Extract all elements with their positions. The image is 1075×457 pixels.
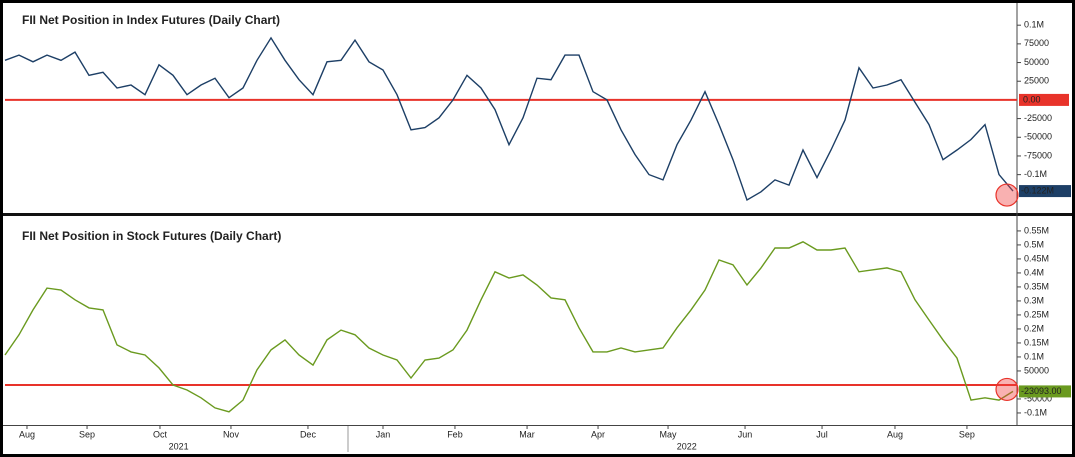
y-tick-label: -50000 xyxy=(1024,393,1052,403)
x-tick-label: Oct xyxy=(153,429,168,439)
last-value-label: -0.122M xyxy=(1021,185,1054,195)
highlight-circle xyxy=(995,377,1019,402)
y-tick-label: 0.35M xyxy=(1024,281,1049,291)
x-tick-label: Jun xyxy=(738,429,753,439)
y-tick-label: 75000 xyxy=(1024,38,1049,48)
year-label: 2022 xyxy=(677,441,697,451)
y-tick-label: 0.4M xyxy=(1024,267,1044,277)
x-tick-label: Nov xyxy=(223,429,240,439)
highlight-circle xyxy=(995,183,1019,207)
y-tick-label: 0.45M xyxy=(1024,253,1049,263)
x-tick-label: Jul xyxy=(816,429,828,439)
reference-label-box xyxy=(1019,93,1069,106)
y-tick-label: 0.1M xyxy=(1024,20,1044,30)
y-tick-label: -0.1M xyxy=(1024,169,1047,179)
y-tick-label: 0.25M xyxy=(1024,309,1049,319)
y-tick-label: 0.3M xyxy=(1024,295,1044,305)
y-tick-label: 0.15M xyxy=(1024,337,1049,347)
y-tick-label: 50000 xyxy=(1024,365,1049,375)
y-tick-label: -50000 xyxy=(1024,132,1052,142)
y-tick-label: 50000 xyxy=(1024,57,1049,67)
x-tick-label: Aug xyxy=(19,429,35,439)
data-line xyxy=(4,241,1014,413)
reference-label: 0.00 xyxy=(1023,94,1041,104)
y-tick-label: 0.2M xyxy=(1024,323,1044,333)
x-tick-label: Apr xyxy=(591,429,605,439)
x-tick-label: Sep xyxy=(959,429,975,439)
last-value-box xyxy=(1019,385,1071,398)
y-tick-label: 0.55M xyxy=(1024,225,1049,235)
x-tick-label: Jan xyxy=(376,429,391,439)
y-tick-label: 0.5M xyxy=(1024,239,1044,249)
x-tick-label: Aug xyxy=(887,429,903,439)
y-tick-label: 0.1M xyxy=(1024,351,1044,361)
x-tick-label: Dec xyxy=(300,429,317,439)
data-line xyxy=(4,36,1014,202)
y-tick-label: -25000 xyxy=(1024,113,1052,123)
x-tick-label: Sep xyxy=(79,429,95,439)
x-tick-label: Feb xyxy=(447,429,463,439)
chart-title: FII Net Position in Stock Futures (Daily… xyxy=(22,229,281,243)
last-value-box xyxy=(1019,185,1071,198)
year-label: 2021 xyxy=(169,441,189,451)
last-value-label: -23093.00 xyxy=(1021,386,1062,396)
x-tick-label: Mar xyxy=(519,429,535,439)
chart-title: FII Net Position in Index Futures (Daily… xyxy=(22,13,280,27)
y-tick-label: -0.1M xyxy=(1024,407,1047,417)
y-tick-label: -75000 xyxy=(1024,150,1052,160)
x-tick-label: May xyxy=(660,429,678,439)
y-tick-label: 25000 xyxy=(1024,76,1049,86)
